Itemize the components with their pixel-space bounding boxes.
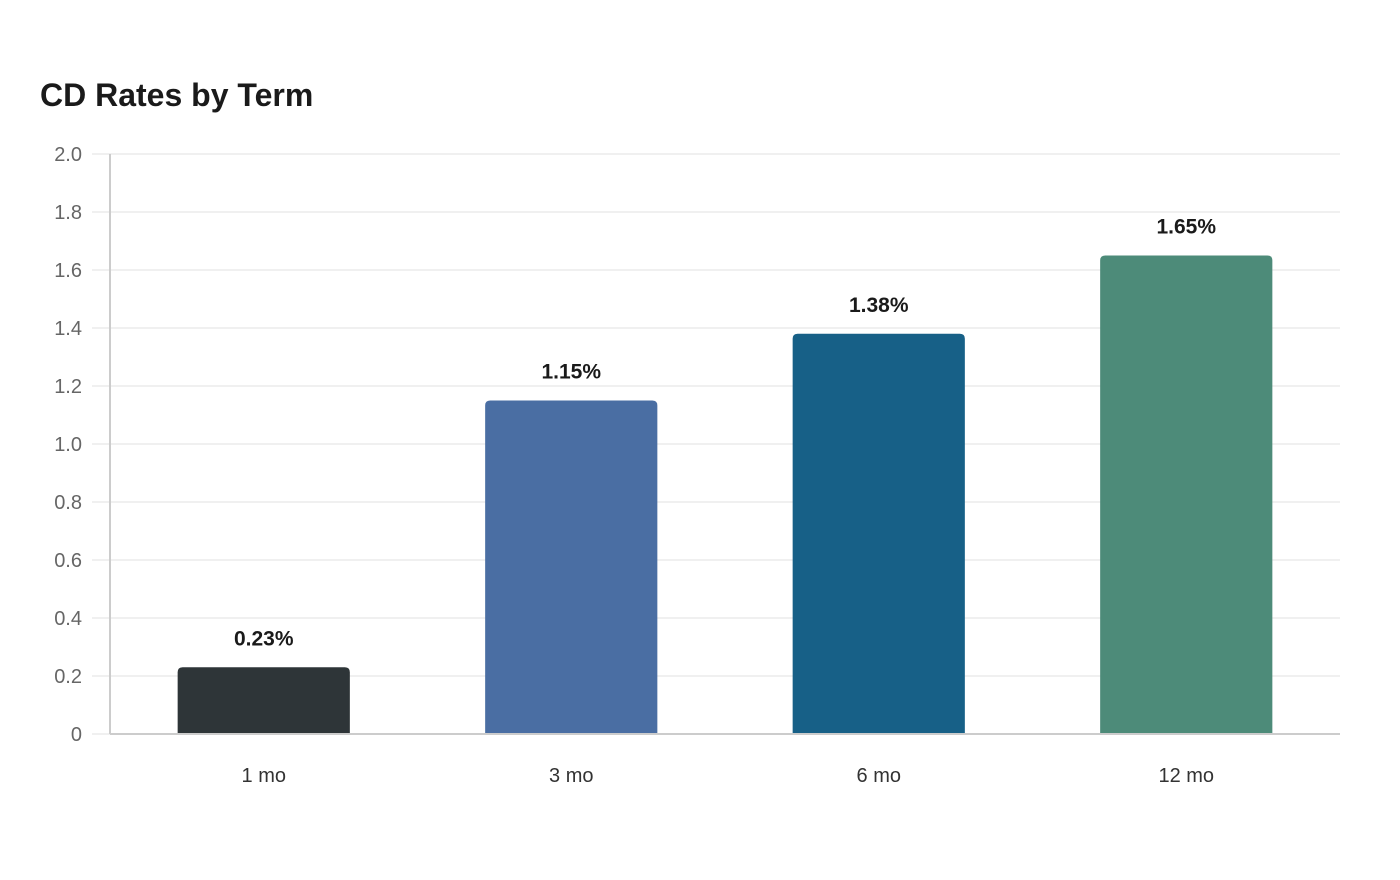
- bar-6-mo: [792, 333, 965, 734]
- y-tick-label: 1.8: [54, 202, 82, 224]
- y-tick-label: 0: [71, 724, 82, 746]
- bar-1-mo: [177, 667, 350, 734]
- y-tick-label: 1.2: [54, 376, 82, 398]
- y-tick-label: 0.4: [54, 608, 82, 630]
- y-tick-label: 1.6: [54, 260, 82, 282]
- y-axis-ticks: 0 0.2 0.4 0.6 0.8 1.0 1.2 1.4 1.6 1.8 2.0: [54, 144, 82, 746]
- bars: [177, 255, 1273, 734]
- y-tick-label: 1.0: [54, 434, 82, 456]
- data-label: 0.23%: [234, 627, 294, 650]
- x-tick-label: 6 mo: [857, 765, 901, 787]
- chart-title: CD Rates by Term: [40, 77, 314, 113]
- y-tick-label: 0.2: [54, 666, 82, 688]
- bar-12-mo: [1100, 255, 1273, 734]
- y-tick-label: 0.8: [54, 492, 82, 514]
- data-label: 1.15%: [541, 361, 601, 384]
- x-tick-label: 3 mo: [549, 765, 593, 787]
- data-label: 1.38%: [849, 294, 909, 317]
- y-tick-label: 1.4: [54, 318, 82, 340]
- y-tick-label: 0.6: [54, 550, 82, 572]
- data-labels: 0.23% 1.15% 1.38% 1.65%: [234, 216, 1216, 651]
- data-label: 1.65%: [1156, 216, 1216, 239]
- y-tick-label: 2.0: [54, 144, 82, 166]
- bar-3-mo: [485, 400, 658, 734]
- x-tick-label: 1 mo: [242, 765, 286, 787]
- x-tick-label: 12 mo: [1158, 765, 1214, 787]
- x-axis-ticks: 1 mo 3 mo 6 mo 12 mo: [242, 765, 1215, 787]
- grid-lines: [92, 153, 1340, 735]
